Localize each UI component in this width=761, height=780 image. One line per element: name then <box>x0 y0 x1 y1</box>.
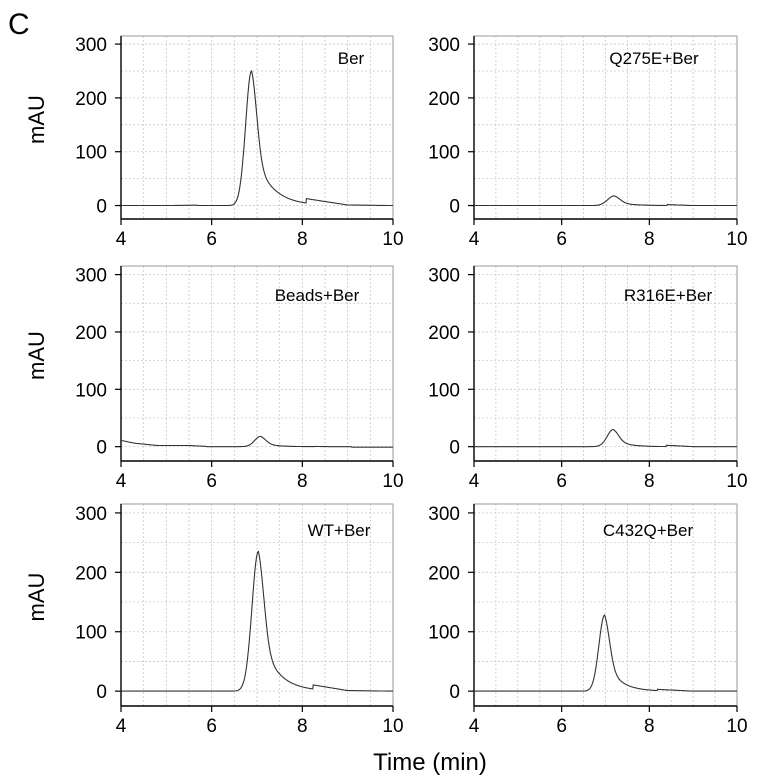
y-tick-label: 100 <box>75 380 107 401</box>
y-tick-label: 300 <box>428 266 460 287</box>
x-tick-label: 8 <box>644 471 655 492</box>
panel-label: R316E+Ber <box>624 286 713 305</box>
x-tick-label: 4 <box>116 229 127 250</box>
panel-letter: C <box>8 8 30 41</box>
y-tick-label: 100 <box>428 623 460 644</box>
y-tick-label: 100 <box>428 380 460 401</box>
x-tick-label: 8 <box>297 716 308 737</box>
y-tick-label: 200 <box>75 563 107 584</box>
y-axis-label: mAU <box>24 331 49 380</box>
panel-label: Q275E+Ber <box>609 49 699 68</box>
series-line <box>474 195 737 207</box>
x-tick-label: 4 <box>116 471 127 492</box>
grid <box>474 266 737 461</box>
x-tick-label: 6 <box>206 471 217 492</box>
x-tick-label: 10 <box>382 471 403 492</box>
panel-label: Ber <box>338 49 365 68</box>
panel-label: WT+Ber <box>308 521 371 540</box>
series-line <box>121 70 393 207</box>
y-tick-label: 0 <box>96 682 107 703</box>
series-line <box>474 614 737 692</box>
x-tick-label: 6 <box>556 471 567 492</box>
grid <box>474 504 737 706</box>
x-tick-label: 6 <box>206 716 217 737</box>
grid <box>121 36 393 219</box>
x-tick-label: 4 <box>469 716 480 737</box>
y-tick-label: 300 <box>75 504 107 525</box>
shared-x-axis-label: Time (min) <box>373 749 487 776</box>
grid <box>474 36 737 219</box>
grid <box>121 266 393 461</box>
x-tick-label: 8 <box>644 716 655 737</box>
y-tick-label: 0 <box>449 197 460 218</box>
x-tick-label: 8 <box>297 229 308 250</box>
x-tick-label: 6 <box>206 229 217 250</box>
x-tick-label: 8 <box>644 229 655 250</box>
x-tick-label: 10 <box>382 716 403 737</box>
y-tick-label: 300 <box>428 504 460 525</box>
y-tick-label: 100 <box>75 143 107 164</box>
y-tick-label: 200 <box>428 89 460 110</box>
series-line <box>474 428 737 448</box>
y-tick-label: 0 <box>96 438 107 459</box>
x-tick-label: 10 <box>726 471 747 492</box>
x-tick-label: 4 <box>116 716 127 737</box>
y-tick-label: 0 <box>96 197 107 218</box>
x-tick-label: 10 <box>726 229 747 250</box>
y-tick-label: 0 <box>449 438 460 459</box>
y-tick-label: 300 <box>75 266 107 287</box>
y-tick-label: 200 <box>428 563 460 584</box>
y-tick-label: 300 <box>75 35 107 56</box>
y-tick-label: 300 <box>428 35 460 56</box>
panel-label: C432Q+Ber <box>603 521 694 540</box>
x-tick-label: 10 <box>382 229 403 250</box>
panel-label: Beads+Ber <box>275 286 360 305</box>
y-tick-label: 200 <box>75 323 107 344</box>
y-axis-label: mAU <box>24 95 49 144</box>
x-tick-label: 6 <box>556 229 567 250</box>
y-tick-label: 0 <box>449 682 460 703</box>
y-tick-label: 200 <box>428 323 460 344</box>
y-axis-label: mAU <box>24 573 49 622</box>
series-line <box>121 550 393 692</box>
x-tick-label: 4 <box>469 471 480 492</box>
x-tick-label: 4 <box>469 229 480 250</box>
x-tick-label: 6 <box>556 716 567 737</box>
y-tick-label: 100 <box>428 143 460 164</box>
x-tick-label: 8 <box>297 471 308 492</box>
series-line <box>121 435 393 448</box>
y-tick-label: 200 <box>75 89 107 110</box>
x-tick-label: 10 <box>726 716 747 737</box>
y-tick-label: 100 <box>75 623 107 644</box>
